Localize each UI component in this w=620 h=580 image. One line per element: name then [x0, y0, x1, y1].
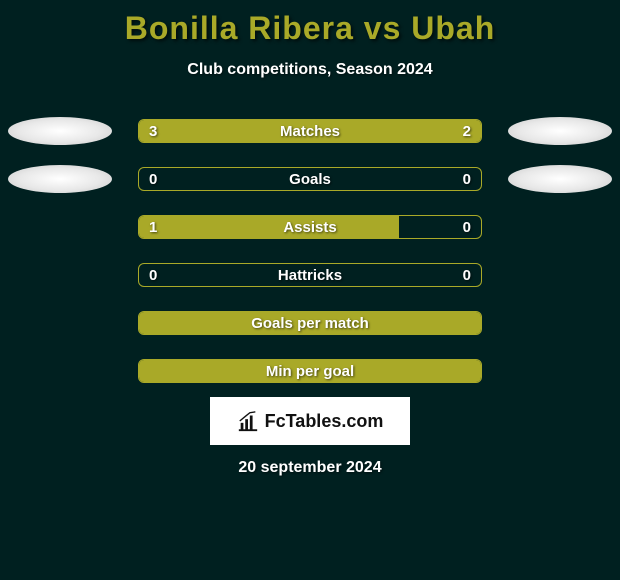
stat-label: Assists: [283, 219, 336, 236]
stat-row: Goals per match: [0, 311, 620, 335]
player-right-ellipse: [508, 165, 612, 193]
stat-bar: Min per goal: [138, 359, 482, 383]
stat-label: Goals per match: [251, 315, 369, 332]
stat-value-left: 0: [149, 171, 157, 188]
stat-label: Min per goal: [266, 363, 354, 380]
stat-value-right: 2: [463, 123, 471, 140]
stat-value-left: 3: [149, 123, 157, 140]
stat-value-right: 0: [463, 171, 471, 188]
stat-value-left: 0: [149, 267, 157, 284]
stat-row: 0 0 Hattricks: [0, 263, 620, 287]
logo-text: FcTables.com: [265, 411, 384, 432]
page-title: Bonilla Ribera vs Ubah: [0, 10, 620, 47]
bar-chart-icon: [237, 410, 259, 432]
stats-area: 3 2 Matches 0 0 Goals 1 0 Assists 0 0 Hattricks Goal…: [0, 119, 620, 383]
stat-value-right: 0: [463, 267, 471, 284]
player-left-ellipse: [8, 165, 112, 193]
player-left-ellipse: [8, 117, 112, 145]
stat-label: Matches: [280, 123, 340, 140]
date-label: 20 september 2024: [0, 459, 620, 477]
stat-value-right: 0: [463, 219, 471, 236]
comparison-card: Bonilla Ribera vs Ubah Club competitions…: [0, 0, 620, 477]
subtitle: Club competitions, Season 2024: [0, 61, 620, 79]
stat-bar: 1 0 Assists: [138, 215, 482, 239]
stat-row: 1 0 Assists: [0, 215, 620, 239]
stat-label: Goals: [289, 171, 331, 188]
stat-row: 0 0 Goals: [0, 167, 620, 191]
fctables-logo[interactable]: FcTables.com: [210, 397, 410, 445]
stat-row: 3 2 Matches: [0, 119, 620, 143]
bar-fill-right: [344, 120, 481, 142]
stat-bar: 3 2 Matches: [138, 119, 482, 143]
stat-bar: 0 0 Hattricks: [138, 263, 482, 287]
player-right-ellipse: [508, 117, 612, 145]
stat-label: Hattricks: [278, 267, 342, 284]
stat-bar: 0 0 Goals: [138, 167, 482, 191]
stat-row: Min per goal: [0, 359, 620, 383]
stat-value-left: 1: [149, 219, 157, 236]
stat-bar: Goals per match: [138, 311, 482, 335]
bar-fill-left: [139, 216, 399, 238]
